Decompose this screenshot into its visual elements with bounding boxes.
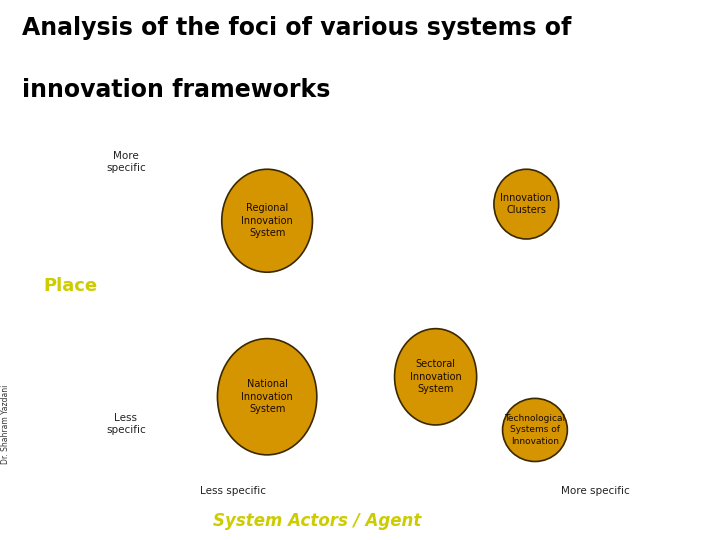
Text: Innovation
Clusters: Innovation Clusters — [500, 193, 552, 215]
Ellipse shape — [503, 399, 567, 462]
Text: Less
specific: Less specific — [106, 413, 146, 435]
Text: More specific: More specific — [562, 486, 630, 496]
Ellipse shape — [217, 339, 317, 455]
Text: Regional
Innovation
System: Regional Innovation System — [241, 204, 293, 238]
Text: Technological
Systems of
Innovation: Technological Systems of Innovation — [505, 414, 565, 446]
Text: More
specific: More specific — [106, 151, 146, 173]
Text: National
Innovation
System: National Innovation System — [241, 379, 293, 414]
Text: innovation frameworks: innovation frameworks — [22, 78, 330, 102]
Ellipse shape — [395, 329, 477, 425]
Text: Sectoral
Innovation
System: Sectoral Innovation System — [410, 360, 462, 394]
Text: Place: Place — [43, 277, 97, 295]
Ellipse shape — [222, 169, 312, 272]
Text: Less specific: Less specific — [200, 486, 266, 496]
Text: Dr. Shahram Yazdani: Dr. Shahram Yazdani — [1, 385, 10, 464]
Text: System Actors / Agent: System Actors / Agent — [212, 512, 421, 530]
Text: Analysis of the foci of various systems of: Analysis of the foci of various systems … — [22, 16, 571, 40]
Ellipse shape — [494, 169, 559, 239]
